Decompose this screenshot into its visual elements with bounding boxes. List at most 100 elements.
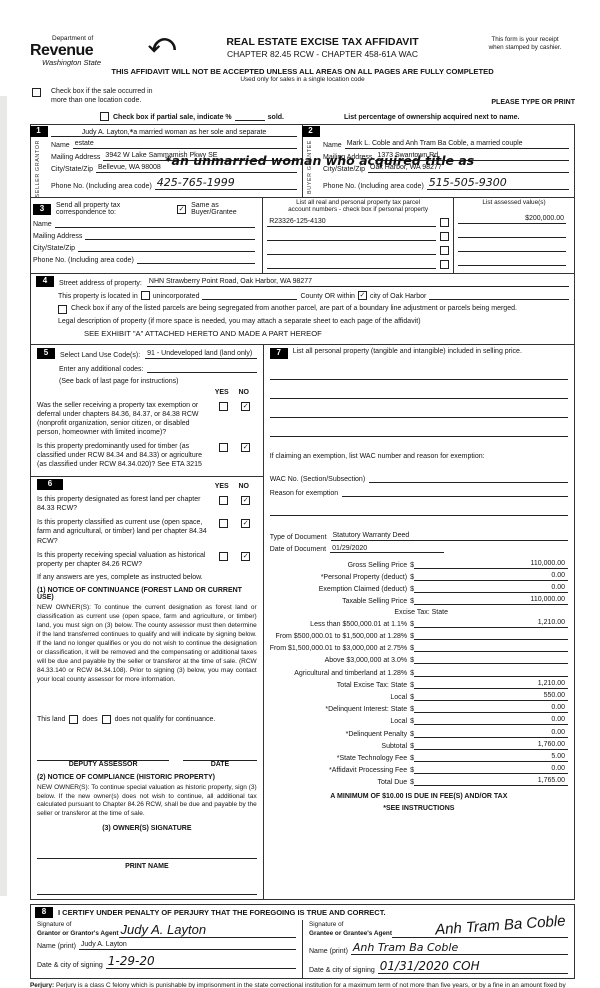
street-address-field[interactable]: NHN Strawberry Point Road, Oak Harbor, W… bbox=[146, 278, 569, 287]
s5-q1-no-checkbox[interactable]: ✓ bbox=[241, 401, 251, 411]
seller-address-field[interactable]: 3942 W Lake Sammamish Pkwy SE bbox=[103, 152, 297, 161]
seller-phone-field[interactable]: 425-765-1999 bbox=[154, 176, 297, 190]
s5-q2-no-checkbox[interactable]: ✓ bbox=[241, 443, 251, 453]
located-in-label: This property is located in bbox=[58, 292, 138, 300]
owner-signature-line[interactable] bbox=[37, 846, 257, 860]
tax-row-label: Taxable Selling Price bbox=[342, 598, 408, 606]
personal-property-line[interactable] bbox=[269, 367, 568, 380]
segregated-checkbox[interactable] bbox=[58, 304, 67, 314]
partial-sale-percent-field[interactable] bbox=[234, 119, 265, 121]
grantor-name-print-field[interactable]: Judy A. Layton bbox=[78, 941, 296, 950]
s5-q1-yes-checkbox[interactable] bbox=[219, 401, 229, 411]
unincorporated-checkbox[interactable] bbox=[140, 290, 150, 300]
s6-q1-no-checkbox[interactable]: ✓ bbox=[241, 496, 251, 506]
seller-name-label: Name bbox=[51, 141, 70, 149]
land-use-field[interactable]: 91 - Undeveloped land (land only) bbox=[145, 350, 257, 359]
tax-row-value[interactable]: 550.00 bbox=[414, 692, 568, 701]
tax-row-value[interactable]: 0.00 bbox=[414, 765, 568, 775]
grantor-name-print-label: Name (print) bbox=[37, 942, 76, 950]
s6-q2-no-checkbox[interactable]: ✓ bbox=[241, 519, 251, 529]
does-not-qualify-checkbox[interactable] bbox=[101, 714, 111, 724]
parcel-number-field[interactable]: R23326-125-4130 bbox=[267, 218, 436, 228]
seller-phone-label: Phone No. (Including area code) bbox=[51, 182, 152, 190]
assessed-value-field[interactable] bbox=[458, 257, 566, 267]
s6-q3-yes-checkbox[interactable] bbox=[219, 551, 229, 561]
assessed-value-field[interactable] bbox=[458, 229, 566, 239]
seller-csz-field[interactable]: Bellevue, WA 98008 bbox=[96, 164, 297, 173]
personal-property-line[interactable] bbox=[269, 405, 568, 418]
corr-address-field[interactable] bbox=[85, 231, 256, 241]
print-name-line[interactable] bbox=[37, 882, 257, 896]
parcel-4-personal-checkbox[interactable] bbox=[440, 260, 449, 270]
parcel-1-personal-checkbox[interactable] bbox=[440, 218, 449, 228]
multi-location-checkbox[interactable] bbox=[32, 88, 41, 97]
tax-row-value[interactable] bbox=[414, 655, 568, 665]
tax-row-value[interactable] bbox=[414, 631, 568, 641]
corr-name-field[interactable] bbox=[54, 219, 256, 229]
legal-description-value[interactable]: SEE EXHIBIT "A" ATTACHED HERETO AND MADE… bbox=[84, 328, 322, 338]
personal-property-line[interactable] bbox=[269, 386, 568, 399]
parcel-number-field[interactable] bbox=[267, 246, 436, 256]
buyer-csz-field[interactable]: Oak Harbor, WA 98277 bbox=[368, 164, 569, 173]
city-extra-line[interactable] bbox=[429, 291, 569, 300]
city-of-label: city of Oak Harbor bbox=[369, 292, 427, 300]
does-qualify-checkbox[interactable] bbox=[69, 714, 79, 724]
tax-row-value[interactable]: 5.00 bbox=[414, 753, 568, 762]
s6-q2-yes-checkbox[interactable] bbox=[219, 519, 229, 529]
tax-row-value[interactable]: 110,000.00 bbox=[414, 596, 568, 606]
county-field[interactable] bbox=[202, 298, 298, 300]
section-5-badge: 5 bbox=[37, 347, 55, 359]
tax-row-value[interactable] bbox=[414, 668, 568, 677]
tax-row-value[interactable]: 0.00 bbox=[414, 572, 568, 582]
doc-type-field[interactable]: Statutory Warranty Deed bbox=[330, 532, 568, 541]
city-checkbox[interactable]: ✓ bbox=[357, 290, 367, 300]
buyer-phone-field[interactable]: 515-505-9300 bbox=[426, 176, 569, 190]
grantee-name-print-field[interactable]: Anh Tram Ba Coble bbox=[350, 941, 568, 955]
grantee-signature-field[interactable]: Anh Tram Ba Coble bbox=[391, 912, 568, 938]
seller-name-field[interactable]: estate bbox=[72, 140, 297, 149]
multi-location-row: Check box if the sale occurred in more t… bbox=[30, 87, 575, 168]
tax-row-value[interactable]: 0.00 bbox=[414, 729, 568, 738]
grantor-signature-field[interactable]: Judy A. Layton bbox=[118, 922, 296, 938]
tax-row-value[interactable] bbox=[414, 643, 568, 653]
s6-q3-no-checkbox[interactable]: ✓ bbox=[241, 551, 251, 561]
certification-section: 8 I CERTIFY UNDER PENALTY OF PERJURY THA… bbox=[30, 904, 575, 979]
tax-row-value[interactable]: 1,210.00 bbox=[414, 680, 568, 689]
parcel-number-field[interactable] bbox=[267, 232, 436, 242]
doc-date-field[interactable]: 01/29/2020 bbox=[330, 545, 445, 553]
tax-row-value[interactable]: 1,765.00 bbox=[414, 777, 568, 787]
tax-row-value[interactable]: 0.00 bbox=[414, 584, 568, 594]
tax-row-label: Local bbox=[390, 693, 408, 701]
personal-property-line[interactable] bbox=[269, 424, 568, 437]
tax-row-value[interactable]: 110,000.00 bbox=[414, 560, 568, 569]
same-as-buyer-checkbox[interactable]: ✓ bbox=[177, 204, 187, 214]
reason-extra-line[interactable] bbox=[269, 503, 568, 516]
grantor-date-field[interactable]: 1-29-20 bbox=[105, 954, 296, 969]
tax-row-value[interactable]: 1,760.00 bbox=[414, 741, 568, 750]
logo-agency: Revenue bbox=[30, 41, 94, 59]
seller-typed-line[interactable]: Judy A. Layton,*a married woman as her s… bbox=[51, 128, 297, 137]
s5-q2-yes-checkbox[interactable] bbox=[219, 443, 229, 453]
tax-row-value[interactable]: 0.00 bbox=[414, 716, 568, 726]
tax-row-value[interactable]: 1,210.00 bbox=[414, 619, 568, 628]
corr-csz-field[interactable] bbox=[78, 243, 256, 253]
tax-row-value[interactable]: 0.00 bbox=[414, 704, 568, 714]
additional-codes-field[interactable] bbox=[147, 364, 257, 373]
assessed-value-field[interactable] bbox=[458, 243, 566, 253]
s6-q1-yes-checkbox[interactable] bbox=[219, 496, 229, 506]
buyer-address-field[interactable]: 1373 Swantown Rd bbox=[375, 152, 569, 161]
doc-date-label: Date of Document bbox=[269, 545, 327, 553]
parcel-number-field[interactable] bbox=[267, 260, 436, 270]
deputy-date-line[interactable] bbox=[183, 748, 257, 761]
buyer-name-field[interactable]: Mark L. Coble and Anh Tram Ba Coble, a m… bbox=[344, 140, 569, 149]
wac-field[interactable] bbox=[369, 474, 568, 483]
assessed-value-field[interactable]: $200,000.00 bbox=[458, 215, 566, 225]
partial-sale-checkbox[interactable] bbox=[100, 111, 109, 121]
deputy-assessor-signature-line[interactable] bbox=[37, 748, 170, 761]
reason-field[interactable] bbox=[342, 488, 568, 497]
grantee-date-field[interactable]: 01/31/2020 COH bbox=[377, 959, 568, 974]
parcel-3-personal-checkbox[interactable] bbox=[440, 246, 449, 256]
tax-row-label: Local bbox=[390, 718, 408, 726]
parcel-2-personal-checkbox[interactable] bbox=[440, 232, 449, 242]
corr-phone-field[interactable] bbox=[136, 255, 256, 265]
